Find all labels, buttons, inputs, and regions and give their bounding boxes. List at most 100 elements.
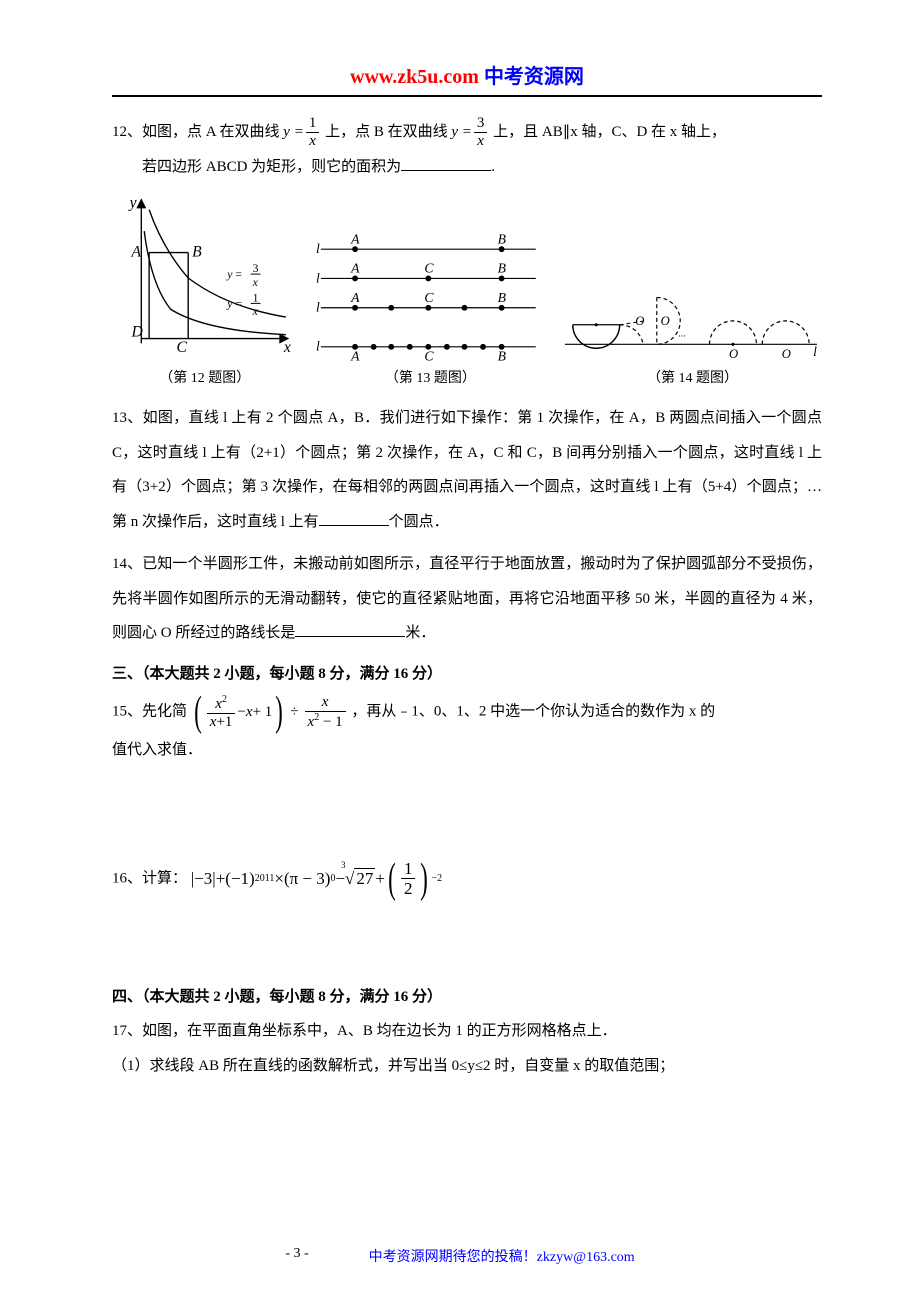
svg-text:B: B	[497, 290, 506, 305]
q15-d2b: − 1	[319, 714, 342, 730]
fig12-D: D	[131, 324, 144, 341]
q12-mid2: 上，且 AB∥x 轴，C、D 在 x 轴上，	[493, 124, 726, 140]
q12-eq2-num: 3	[474, 116, 488, 133]
svg-text:A: A	[350, 290, 360, 305]
svg-text:A: A	[350, 349, 360, 364]
svg-text:A: A	[350, 232, 360, 247]
q15-n1: x	[215, 696, 222, 712]
question-15: 15、先化简 ( x2 x+1 − x + 1 ) ÷ x x2 − 1 ，再从…	[112, 691, 822, 733]
svg-text:y =: y =	[226, 268, 242, 281]
q12-eq2-lhs: y =	[451, 115, 472, 150]
q16-e2011: 2011	[255, 867, 275, 890]
svg-text:x: x	[252, 276, 259, 289]
q12-blank	[401, 156, 491, 171]
q16-rr: 27	[354, 868, 375, 888]
q15-s1: 2	[222, 694, 227, 705]
q12-eq2: y = 3 x	[451, 115, 489, 150]
figure-captions: （第 12 题图） （第 13 题图） （第 14 题图）	[112, 367, 822, 387]
footer-note: 中考资源网期待您的投稿！zkzyw@163.com	[369, 1246, 635, 1266]
svg-text:O: O	[635, 314, 644, 328]
q12-pre: 如图，点 A 在双曲线	[142, 124, 280, 140]
q13-blank	[319, 511, 389, 526]
q13-tail: 个圆点．	[389, 514, 449, 530]
svg-text:O: O	[782, 347, 791, 361]
svg-text:B: B	[497, 349, 506, 364]
svg-text:C: C	[424, 349, 434, 364]
q15-x: x	[246, 695, 253, 730]
q15-minus: −	[237, 695, 245, 730]
q14-blank	[295, 622, 405, 637]
q12-eq1-num: 1	[306, 116, 320, 133]
question-14: 14、已知一个半圆形工件，未搬动前如图所示，直径平行于地面放置，搬动时为了保护圆…	[112, 547, 822, 651]
q12-eq1: y = 1 x	[283, 115, 321, 150]
q13-text: 如图，直线 l 上有 2 个圆点 A，B．我们进行如下操作：第 1 次操作，在 …	[112, 410, 822, 530]
svg-text:B: B	[497, 261, 506, 276]
fig12-y: y	[128, 195, 137, 212]
svg-text:C: C	[424, 261, 434, 276]
question-12-line2: 若四边形 ABCD 为矩形，则它的面积为.	[112, 150, 822, 185]
figure-12: y x A B D C y = 3 x y = 1 x	[112, 190, 298, 365]
figure-13: AB ACB ACB ACB llll	[316, 230, 546, 365]
figures-row: y x A B D C y = 3 x y = 1 x	[112, 190, 822, 365]
svg-text:O: O	[661, 314, 670, 328]
fig12-C: C	[176, 340, 187, 357]
svg-text:l: l	[316, 241, 320, 256]
q12-tail: .	[491, 159, 495, 175]
q16-hd: 2	[401, 879, 416, 897]
q16-en2: −2	[431, 867, 442, 890]
cap-12: （第 12 题图）	[112, 367, 298, 387]
svg-text:y =: y =	[226, 298, 242, 311]
svg-text:C: C	[424, 290, 434, 305]
q16-p2: +	[375, 859, 385, 898]
q16-ri: 3	[341, 855, 346, 876]
q16-pre: 计算：	[142, 870, 187, 886]
site-header: www.zk5u.com 中考资源网	[112, 60, 822, 97]
svg-text:l: l	[316, 271, 320, 286]
q12-eq1-den: x	[309, 133, 316, 149]
section-3-title: 三、（本大题共 2 小题，每小题 8 分，满分 16 分）	[112, 657, 822, 692]
svg-text:l: l	[316, 300, 320, 315]
page-footer: - 3 - 中考资源网期待您的投稿！zkzyw@163.com	[0, 1246, 920, 1266]
svg-text:1: 1	[253, 292, 259, 305]
question-17: 17、如图，在平面直角坐标系中，A、B 均在边长为 1 的正方形网格格点上．	[112, 1014, 822, 1049]
q12-eq1-frac: 1 x	[306, 116, 320, 149]
q15-div: ÷	[290, 695, 298, 730]
q15-d1b: +1	[216, 714, 232, 730]
section-4-title: 四、（本大题共 2 小题，每小题 8 分，满分 16 分）	[112, 980, 822, 1015]
q16-hn: 1	[401, 860, 416, 879]
question-13: 13、如图，直线 l 上有 2 个圆点 A，B．我们进行如下操作：第 1 次操作…	[112, 401, 822, 539]
question-15-line2: 值代入求值．	[112, 733, 822, 768]
q15-expr: ( x2 x+1 − x + 1 ) ÷ x x2 − 1	[191, 691, 348, 733]
q15-n2: x	[322, 694, 329, 710]
svg-text:l: l	[316, 339, 320, 354]
svg-text:A: A	[350, 261, 360, 276]
q15-p1: + 1	[253, 695, 273, 730]
svg-text:...: ...	[678, 329, 685, 340]
header-url: www.zk5u.com	[350, 66, 479, 88]
cap-14: （第 14 题图）	[563, 367, 822, 387]
q12-l2-text: 若四边形 ABCD 为矩形，则它的面积为	[142, 159, 401, 175]
svg-text:3: 3	[253, 262, 259, 275]
question-12: 12、如图，点 A 在双曲线 y = 1 x 上，点 B 在双曲线 y = 3 …	[112, 115, 822, 150]
q12-eq2-den: x	[477, 133, 484, 149]
fig12-x: x	[283, 340, 291, 357]
figure-14: l O O ... O O	[563, 265, 822, 365]
svg-text:x: x	[252, 305, 259, 318]
svg-text:B: B	[497, 232, 506, 247]
q12-num: 12、	[112, 124, 142, 140]
q15-num: 15、	[112, 704, 142, 720]
fig12-A: A	[131, 244, 142, 261]
q15-post: ，再从﹣1、0、1、2 中选一个你认为适合的数作为 x 的	[351, 704, 715, 720]
q17-num: 17、	[112, 1023, 142, 1039]
q16-root: 3√27	[345, 859, 375, 898]
q16-pi: (π − 3)	[284, 859, 331, 898]
q14-tail: 米．	[405, 625, 435, 641]
q17-text: 如图，在平面直角坐标系中，A、B 均在边长为 1 的正方形网格格点上．	[142, 1023, 617, 1039]
footer-page: - 3 -	[285, 1246, 308, 1266]
header-cn: 中考资源网	[484, 66, 584, 88]
q16-n1: (−1)	[225, 859, 254, 898]
question-17-sub1: （1）求线段 AB 所在直线的函数解析式，并写出当 0≤y≤2 时，自变量 x …	[112, 1049, 822, 1084]
q13-num: 13、	[112, 410, 143, 426]
cap-13: （第 13 题图）	[316, 367, 546, 387]
svg-text:l: l	[813, 344, 817, 359]
